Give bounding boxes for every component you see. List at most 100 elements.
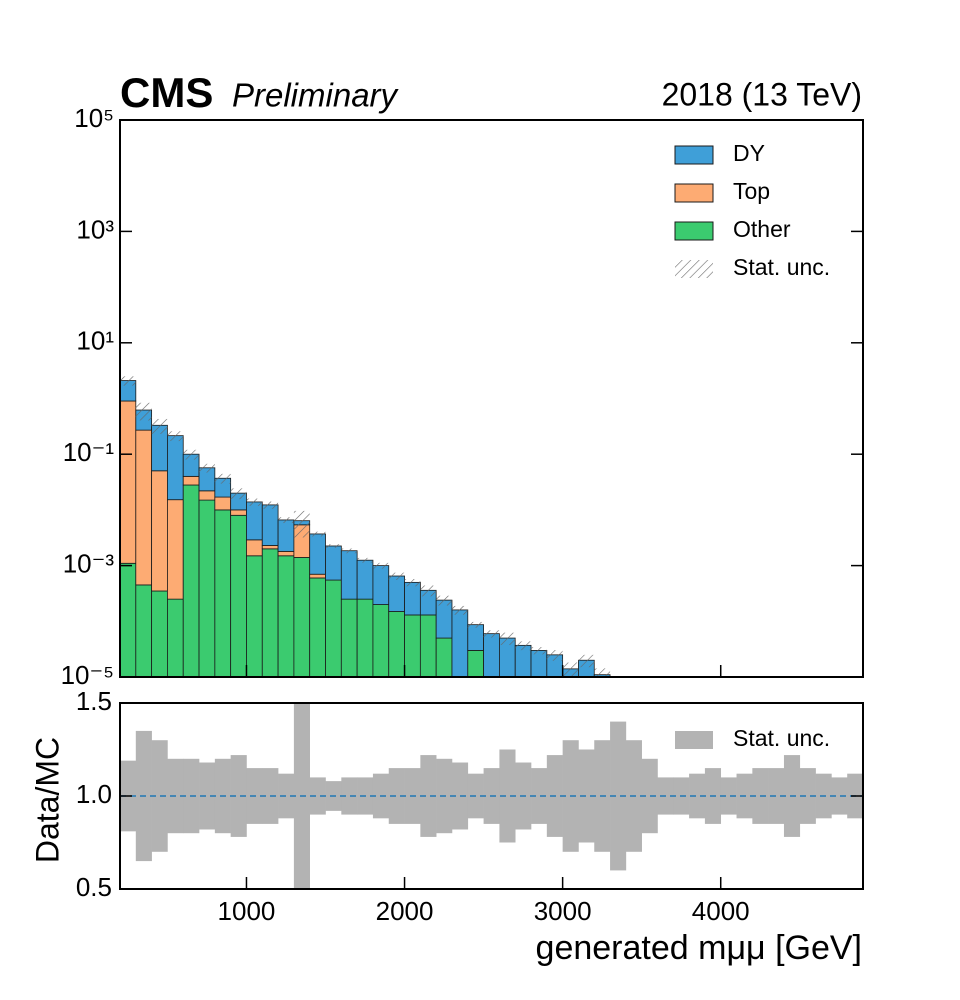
y-tick-label: 10³ <box>76 214 114 244</box>
histogram-bar <box>214 496 232 511</box>
legend-label: Stat. unc. <box>733 725 830 751</box>
y-axis-label: Data/MC <box>29 737 65 863</box>
histogram-bar <box>435 599 453 639</box>
y-tick-label: 1.0 <box>76 779 112 809</box>
legend-label: Stat. unc. <box>733 254 830 280</box>
uncertainty-band <box>436 595 452 606</box>
ratio-band <box>230 755 247 837</box>
histogram-bar <box>246 501 263 541</box>
histogram-bar <box>230 509 247 516</box>
ratio-band <box>499 749 516 843</box>
uncertainty-band <box>467 621 484 628</box>
x-tick-label: 1000 <box>218 896 276 926</box>
histogram-bar <box>151 470 168 592</box>
histogram-bar <box>356 559 374 600</box>
uncertainty-band <box>531 647 547 655</box>
uncertainty-band <box>230 488 247 500</box>
histogram-bar <box>230 514 247 677</box>
uncertainty-band <box>278 517 294 524</box>
histogram-bar <box>451 609 469 677</box>
histogram-bar <box>340 598 358 677</box>
uncertainty-band <box>357 557 373 563</box>
ratio-band <box>531 768 548 824</box>
status: Preliminary <box>232 77 400 114</box>
y-tick-label: 1.5 <box>76 686 112 716</box>
ratio-band <box>641 758 658 834</box>
histogram-bar <box>467 650 484 677</box>
ratio-band <box>309 777 326 815</box>
histogram-bar <box>388 611 405 677</box>
uncertainty-band <box>293 510 310 538</box>
histogram-bar <box>246 539 263 557</box>
uncertainty-band <box>451 605 468 615</box>
histogram-bar <box>309 573 326 579</box>
histogram-bar <box>261 504 279 546</box>
uncertainty-band <box>341 548 358 554</box>
x-tick-label: 2000 <box>376 896 434 926</box>
ratio-band <box>388 768 405 824</box>
x-tick-label: 3000 <box>534 896 592 926</box>
y-tick-label: 10¹ <box>76 326 114 356</box>
uncertainty-band <box>120 376 136 386</box>
experiment: CMS <box>120 69 213 116</box>
x-tick-label: 4000 <box>692 896 750 926</box>
main-plot <box>120 376 611 677</box>
histogram-bar <box>514 644 532 677</box>
uncertainty-band <box>372 562 389 569</box>
y-tick-label: 10⁻³ <box>63 548 115 578</box>
uncertainty-band <box>420 585 437 597</box>
ratio-plot <box>120 703 863 889</box>
histogram-bar <box>167 435 184 501</box>
ratio-band <box>151 740 168 852</box>
legend-swatch <box>674 183 714 203</box>
uncertainty-band <box>483 630 500 638</box>
uncertainty-band <box>515 641 532 651</box>
uncertainty-band <box>135 402 152 421</box>
y-tick-label: 10⁻⁵ <box>61 660 114 690</box>
histogram-bar <box>198 490 216 501</box>
histogram-bar <box>372 565 390 605</box>
ratio-band <box>199 762 216 830</box>
histogram-bar <box>277 519 295 552</box>
uncertainty-band <box>167 431 184 442</box>
histogram-bar <box>182 484 200 677</box>
legend-label: Top <box>733 178 770 204</box>
histogram-bar <box>246 555 263 677</box>
histogram-bar <box>120 562 137 677</box>
histogram-bar <box>198 499 216 677</box>
histogram-bar <box>214 509 232 677</box>
uncertainty-band <box>325 544 342 549</box>
uncertainty-band <box>562 662 579 677</box>
histogram-bar <box>277 550 295 557</box>
histogram-bar <box>167 598 184 677</box>
histogram-bar <box>309 577 326 677</box>
histogram-bar <box>467 624 484 651</box>
histogram-bar <box>483 633 500 677</box>
histogram-bar <box>325 579 342 677</box>
histogram-bar <box>120 400 137 564</box>
axes: 10⁻⁵ 10⁻³ 10⁻¹ 10¹ 10³ 10⁵ DY Top Other Stat. unc… <box>61 103 863 926</box>
y-tick-label: 10⁵ <box>74 103 114 133</box>
uncertainty-band <box>214 473 231 484</box>
ratio-band <box>278 773 295 819</box>
histogram-bar <box>309 533 326 575</box>
ratio-frame <box>119 702 864 890</box>
histogram-bar <box>277 555 295 677</box>
ratio-band <box>420 755 437 837</box>
histogram-bar <box>404 581 421 616</box>
y-tick-label: 0.5 <box>76 872 112 902</box>
histogram-bar <box>356 598 374 677</box>
main-frame <box>119 119 864 678</box>
legend-label: Other <box>733 216 791 242</box>
legend-swatch <box>674 221 714 241</box>
uncertainty-band <box>246 498 263 506</box>
uncertainty-band <box>262 501 279 509</box>
y-tick-label: 10⁻¹ <box>63 437 115 467</box>
histogram-bar <box>530 650 548 677</box>
histogram-bar <box>293 557 311 677</box>
ratio-band <box>768 768 785 824</box>
histogram-bar <box>499 637 516 677</box>
uncertainty-band <box>309 531 326 537</box>
x-axis-label: generated mμμ [GeV] <box>536 929 862 967</box>
ratio-band <box>689 773 706 819</box>
